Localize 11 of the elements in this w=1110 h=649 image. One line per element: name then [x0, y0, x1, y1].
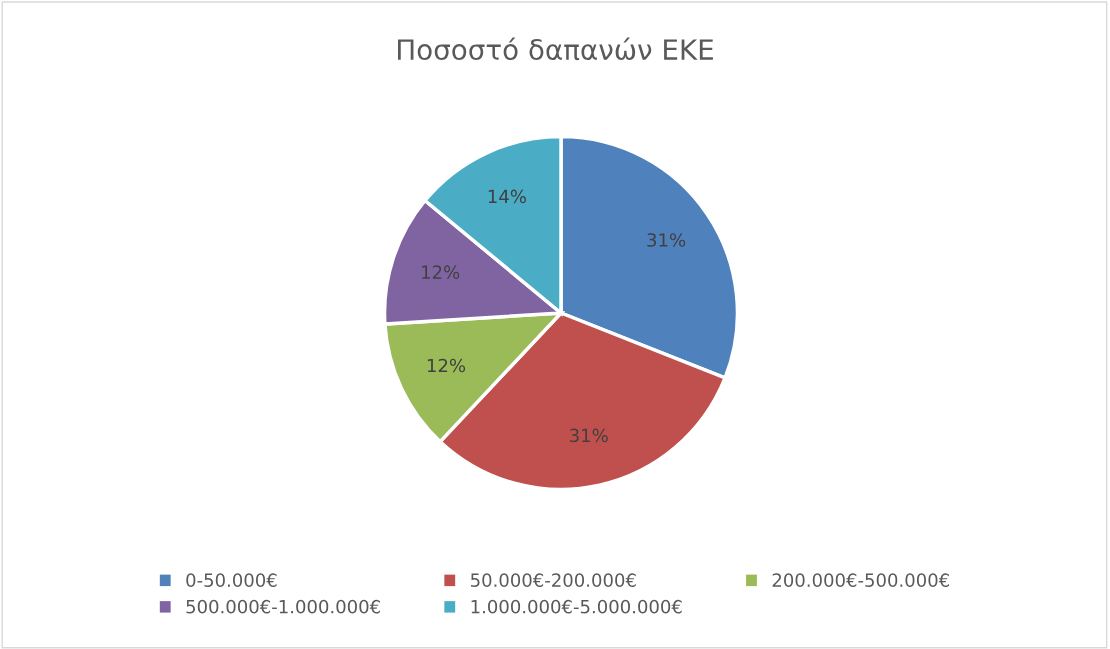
- legend-label: 200.000€-500.000€: [772, 573, 949, 587]
- data-label: 31%: [647, 233, 686, 247]
- data-label: 31%: [570, 428, 608, 443]
- data-label: 14%: [488, 189, 526, 204]
- legend-label: 1.000.000€-5.000.000€: [471, 599, 682, 614]
- data-label: 12%: [422, 265, 460, 279]
- legend-label: 50.000€-200.000€: [471, 573, 636, 587]
- data-label: 12%: [427, 358, 466, 373]
- legend-label: 500.000€-1.000.000€: [186, 599, 380, 614]
- chart-title: Ποσοστό δαπανών ΕΚΕ: [398, 37, 713, 61]
- legend-label: 0-50.000€: [186, 573, 277, 587]
